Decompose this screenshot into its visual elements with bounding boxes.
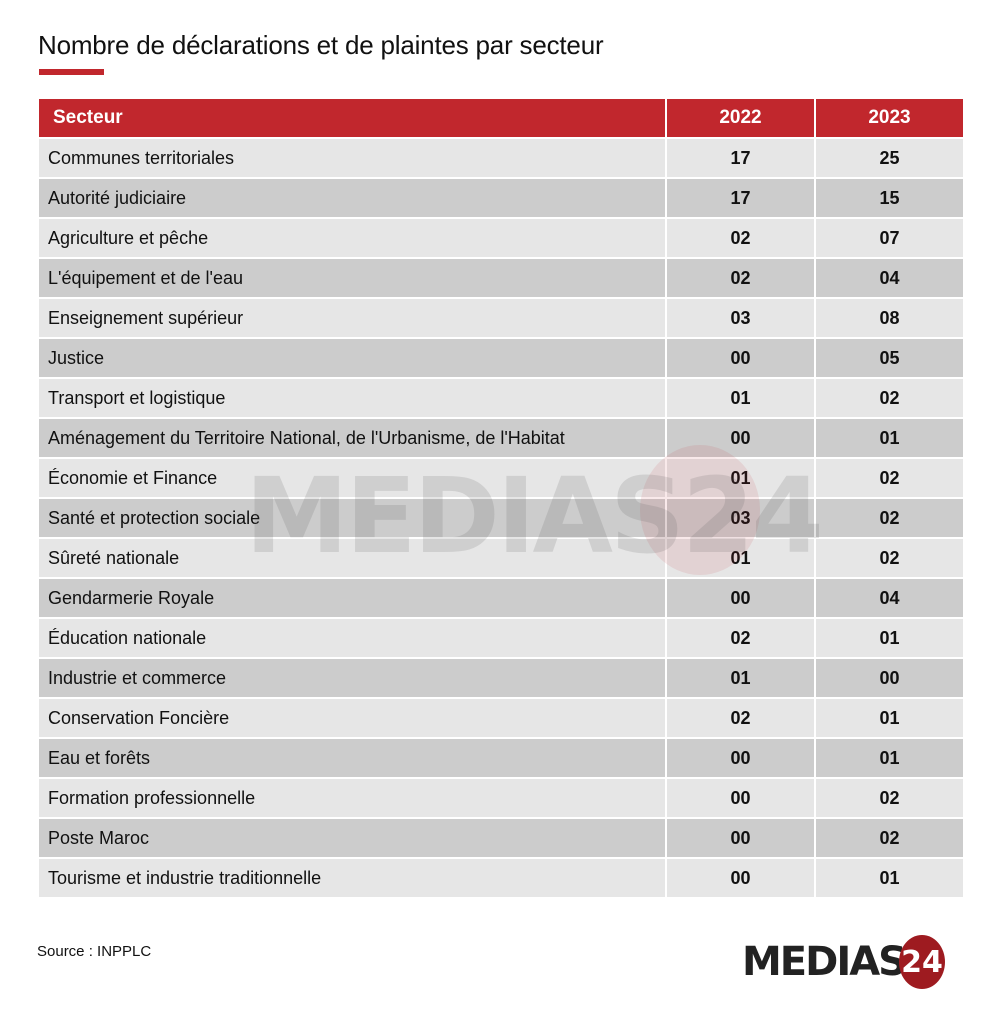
logo-text: MEDIAS (742, 939, 907, 985)
cell-2022: 00 (667, 739, 814, 777)
cell-2022: 00 (667, 859, 814, 897)
cell-2023: 02 (816, 499, 963, 537)
cell-2023: 02 (816, 379, 963, 417)
cell-2022: 02 (667, 219, 814, 257)
cell-2022: 03 (667, 299, 814, 337)
table-row: Transport et logistique 01 02 (39, 379, 963, 417)
table-row: Communes territoriales 17 25 (39, 139, 963, 177)
cell-secteur: Agriculture et pêche (39, 219, 665, 257)
table-row: L'équipement et de l'eau 02 04 (39, 259, 963, 297)
table-row: Industrie et commerce 01 00 (39, 659, 963, 697)
source-note: Source : INPPLC (37, 943, 152, 960)
cell-secteur: L'équipement et de l'eau (39, 259, 665, 297)
table-row: Agriculture et pêche 02 07 (39, 219, 963, 257)
cell-2023: 00 (816, 659, 963, 697)
table-header: Secteur 2022 2023 (39, 99, 963, 137)
cell-2023: 02 (816, 459, 963, 497)
logo-badge-icon: 24 (898, 935, 945, 989)
cell-secteur: Tourisme et industrie traditionnelle (39, 859, 665, 897)
header-2022: 2022 (667, 99, 814, 137)
cell-2022: 17 (667, 179, 814, 217)
cell-secteur: Autorité judiciaire (39, 179, 665, 217)
cell-2023: 01 (816, 419, 963, 457)
cell-2022: 00 (667, 779, 814, 817)
cell-secteur: Éducation nationale (39, 619, 665, 657)
table-row: Formation professionnelle 00 02 (39, 779, 963, 817)
cell-2023: 02 (816, 819, 963, 857)
table-row: Enseignement supérieur 03 08 (39, 299, 963, 337)
cell-2022: 01 (667, 379, 814, 417)
table-row: Conservation Foncière 02 01 (39, 699, 963, 737)
cell-secteur: Industrie et commerce (39, 659, 665, 697)
cell-2023: 04 (816, 259, 963, 297)
cell-2023: 01 (816, 619, 963, 657)
cell-secteur: Aménagement du Territoire National, de l… (39, 419, 665, 457)
cell-2022: 00 (667, 819, 814, 857)
cell-2022: 00 (667, 339, 814, 377)
cell-2023: 02 (816, 539, 963, 577)
table-row: Tourisme et industrie traditionnelle 00 01 (39, 859, 963, 897)
cell-secteur: Sûreté nationale (39, 539, 665, 577)
table-row: Sûreté nationale 01 02 (39, 539, 963, 577)
cell-2022: 02 (667, 619, 814, 657)
cell-secteur: Justice (39, 339, 665, 377)
cell-2022: 00 (667, 419, 814, 457)
table-row: Éducation nationale 02 01 (39, 619, 963, 657)
table-row: Justice 00 05 (39, 339, 963, 377)
cell-secteur: Gendarmerie Royale (39, 579, 665, 617)
cell-2023: 08 (816, 299, 963, 337)
cell-secteur: Enseignement supérieur (39, 299, 665, 337)
medias24-logo: MEDIAS 24 (742, 935, 945, 989)
table-row: Autorité judiciaire 17 15 (39, 179, 963, 217)
cell-secteur: Santé et protection sociale (39, 499, 665, 537)
cell-secteur: Conservation Foncière (39, 699, 665, 737)
cell-2022: 00 (667, 579, 814, 617)
cell-2022: 01 (667, 659, 814, 697)
cell-2023: 02 (816, 779, 963, 817)
cell-secteur: Poste Maroc (39, 819, 665, 857)
cell-2023: 05 (816, 339, 963, 377)
cell-2022: 01 (667, 539, 814, 577)
table-row: Aménagement du Territoire National, de l… (39, 419, 963, 457)
header-2023: 2023 (816, 99, 963, 137)
cell-2023: 04 (816, 579, 963, 617)
cell-2023: 07 (816, 219, 963, 257)
cell-2023: 15 (816, 179, 963, 217)
cell-secteur: Eau et forêts (39, 739, 665, 777)
cell-secteur: Formation professionnelle (39, 779, 665, 817)
cell-2023: 25 (816, 139, 963, 177)
cell-2023: 01 (816, 699, 963, 737)
title-underline (39, 69, 104, 75)
header-secteur: Secteur (39, 99, 665, 137)
cell-2022: 02 (667, 699, 814, 737)
cell-2022: 01 (667, 459, 814, 497)
table-row: Gendarmerie Royale 00 04 (39, 579, 963, 617)
cell-secteur: Économie et Finance (39, 459, 665, 497)
cell-2022: 03 (667, 499, 814, 537)
page-title: Nombre de déclarations et de plaintes pa… (38, 30, 604, 60)
table-row: Eau et forêts 00 01 (39, 739, 963, 777)
table-row: Poste Maroc 00 02 (39, 819, 963, 857)
cell-secteur: Communes territoriales (39, 139, 665, 177)
cell-2023: 01 (816, 859, 963, 897)
cell-2023: 01 (816, 739, 963, 777)
cell-2022: 02 (667, 259, 814, 297)
table-row: Économie et Finance 01 02 (39, 459, 963, 497)
table-row: Santé et protection sociale 03 02 (39, 499, 963, 537)
data-table: Secteur 2022 2023 Communes territoriales… (39, 99, 963, 899)
cell-secteur: Transport et logistique (39, 379, 665, 417)
cell-2022: 17 (667, 139, 814, 177)
